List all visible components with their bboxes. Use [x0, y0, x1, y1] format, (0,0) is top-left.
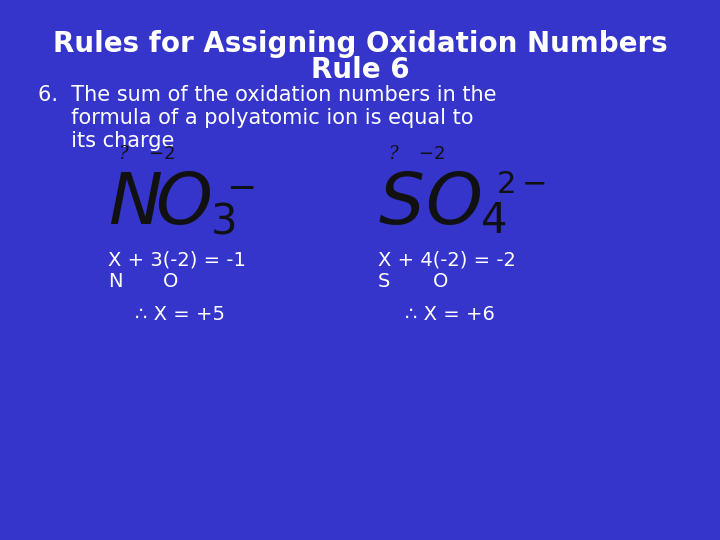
Text: X + 4(-2) = -2: X + 4(-2) = -2: [378, 250, 516, 269]
Text: $-2$: $-2$: [148, 145, 175, 163]
Text: Rule 6: Rule 6: [311, 56, 409, 84]
Text: $\mathit{S}$: $\mathit{S}$: [378, 170, 423, 239]
Text: ?: ?: [388, 145, 397, 163]
Text: X + 3(-2) = -1: X + 3(-2) = -1: [108, 250, 246, 269]
Text: O: O: [163, 272, 179, 291]
Text: Rules for Assigning Oxidation Numbers: Rules for Assigning Oxidation Numbers: [53, 30, 667, 58]
Text: $\mathit{O}$: $\mathit{O}$: [425, 170, 481, 239]
Text: its charge: its charge: [38, 131, 174, 151]
Text: ∴ X = +5: ∴ X = +5: [135, 305, 225, 324]
Text: ∴ X = +6: ∴ X = +6: [405, 305, 495, 324]
Text: S: S: [378, 272, 390, 291]
Text: $\mathit{O}$: $\mathit{O}$: [155, 170, 211, 239]
Text: formula of a polyatomic ion is equal to: formula of a polyatomic ion is equal to: [38, 108, 474, 128]
Text: $4$: $4$: [480, 200, 506, 242]
Text: O: O: [433, 272, 449, 291]
Text: $2-$: $2-$: [496, 170, 546, 199]
Text: 6.  The sum of the oxidation numbers in the: 6. The sum of the oxidation numbers in t…: [38, 85, 497, 105]
Text: ?: ?: [118, 145, 127, 163]
Text: $-2$: $-2$: [418, 145, 445, 163]
Text: $3$: $3$: [210, 200, 235, 242]
Text: $-$: $-$: [226, 170, 254, 204]
Text: $\mathit{N}$: $\mathit{N}$: [108, 170, 162, 239]
Text: N: N: [108, 272, 122, 291]
